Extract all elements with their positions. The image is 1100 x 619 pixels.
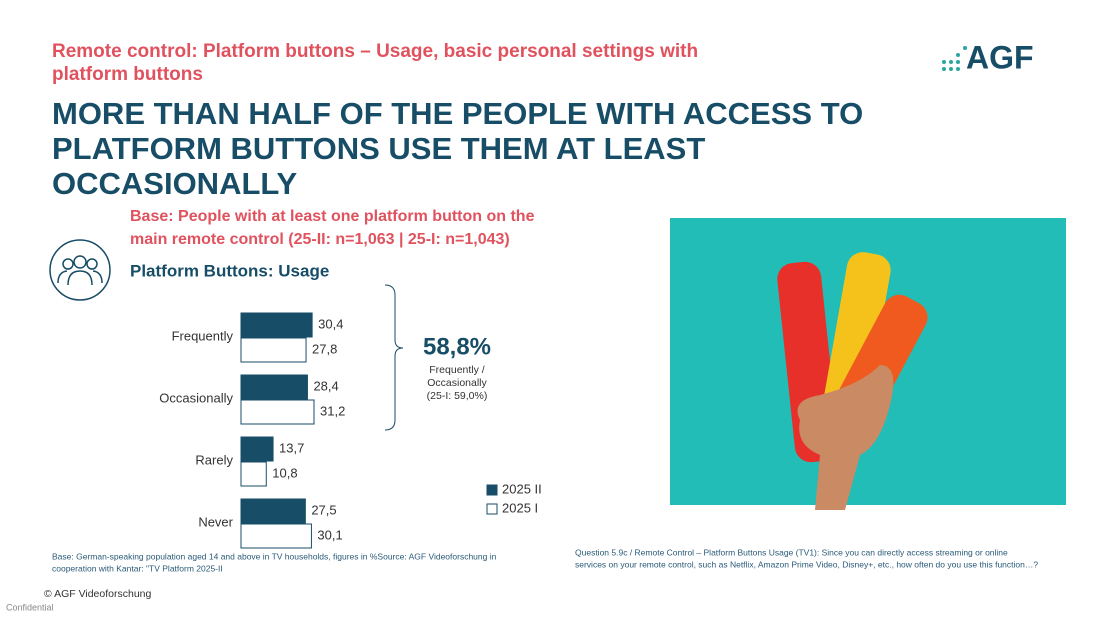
bar [240,461,267,487]
title: MORE THAN HALF OF THE PEOPLE WITH ACCESS… [52,96,863,131]
bar [240,312,313,338]
callout-value: 58,8% [423,333,491,360]
bracket [384,284,404,431]
bar [240,523,312,549]
value-label: 31,2 [320,403,345,418]
confidential: Confidential [6,602,54,612]
legend-label: 2025 I [502,500,538,515]
logo: AGF [942,39,1034,75]
bar-chart: Frequently 30,4 27,8 Occasionally 28,4 31,2 Ra… [159,312,542,549]
legend-swatch [486,484,498,496]
copyright: © AGF Videoforschung [44,588,152,600]
category-label: Occasionally [159,390,233,405]
value-label: 30,4 [318,316,343,331]
subtitle: Remote control: Platform buttons – Usage… [52,41,698,62]
value-label: 27,8 [312,341,337,356]
bar [240,374,308,400]
value-label: 28,4 [313,378,338,393]
bar [240,498,306,524]
question-note: services on your remote control, such as… [575,559,1038,569]
people-icon [49,239,111,301]
logo-text: AGF [966,39,1034,75]
value-label: 27,5 [311,502,336,517]
bar [240,436,274,462]
subtitle: platform buttons [52,64,203,85]
title: OCCASIONALLY [52,166,297,201]
value-label: 13,7 [279,440,304,455]
source-note: cooperation with Kantar: "TV Platform 20… [52,563,223,573]
value-label: 30,1 [317,527,342,542]
base-note: Base: People with at least one platform … [130,208,535,225]
bar [240,399,315,425]
category-label: Frequently [172,328,234,343]
photo [670,218,1066,510]
callout-text: Frequently / [429,364,485,376]
bar [240,337,307,363]
base-note: main remote control (25-II: n=1,063 | 25… [130,231,510,248]
chart-title: Platform Buttons: Usage [130,261,329,280]
legend-swatch [486,503,498,515]
source-note: Base: German-speaking population aged 14… [52,551,497,561]
value-label: 10,8 [272,465,297,480]
legend-label: 2025 II [502,481,542,496]
callout-text: Occasionally [427,377,487,389]
question-note: Question 5.9c / Remote Control – Platfor… [575,547,1008,557]
callout-text: (25-I: 59,0%) [427,390,488,402]
title: PLATFORM BUTTONS USE THEM AT LEAST [52,131,705,166]
category-label: Never [198,514,233,529]
category-label: Rarely [195,452,233,467]
